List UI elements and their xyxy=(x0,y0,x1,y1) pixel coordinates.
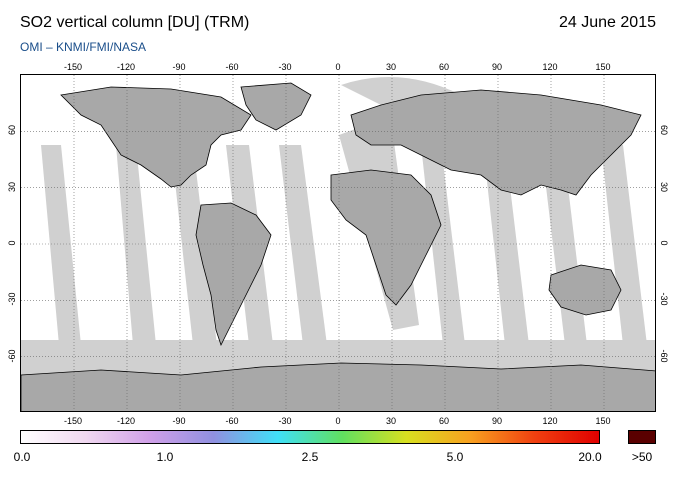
south-america xyxy=(195,202,272,347)
longitude-label: -90 xyxy=(172,62,186,72)
map-title: SO2 vertical column [DU] (TRM) xyxy=(20,14,250,31)
greenland xyxy=(240,82,312,131)
map-source: OMI – KNMI/FMI/NASA xyxy=(20,40,147,54)
longitude-label: -120 xyxy=(116,62,136,72)
latitude-label: 30 xyxy=(659,181,669,192)
longitude-label: -90 xyxy=(172,416,186,426)
latitude-label: 0 xyxy=(7,240,17,246)
longitude-label: -30 xyxy=(278,416,292,426)
latitude-label: 0 xyxy=(659,240,669,246)
colorbar-tick-label: 5.0 xyxy=(446,450,464,464)
longitude-label: -30 xyxy=(278,62,292,72)
map-date: 24 June 2015 xyxy=(559,14,656,31)
antarctica xyxy=(21,362,655,411)
no-data-swath xyxy=(279,145,327,345)
world-map xyxy=(20,74,656,412)
latitude-label: -30 xyxy=(7,292,17,306)
longitude-label: 0 xyxy=(335,62,341,72)
no-data-swath xyxy=(421,145,465,345)
latitude-label: -30 xyxy=(659,292,669,306)
latitude-label: -60 xyxy=(659,349,669,363)
no-data-swath xyxy=(41,145,81,345)
colorbar-tick-label: 1.0 xyxy=(156,450,174,464)
longitude-label: -150 xyxy=(63,416,83,426)
no-data-swath xyxy=(116,145,156,345)
colorbar-tick-label: 0.0 xyxy=(13,450,31,464)
colorbar xyxy=(20,430,600,444)
australia xyxy=(548,264,622,316)
colorbar-tick-label: 20.0 xyxy=(578,450,602,464)
latitude-label: 60 xyxy=(7,125,17,136)
colorbar-overflow xyxy=(628,430,656,444)
no-data-swath xyxy=(171,145,217,345)
longitude-label: 30 xyxy=(385,416,397,426)
africa xyxy=(330,169,442,306)
latitude-label: 30 xyxy=(7,181,17,192)
latitude-label: 60 xyxy=(659,125,669,136)
longitude-label: 60 xyxy=(438,62,450,72)
longitude-label: -150 xyxy=(63,62,83,72)
longitude-label: 150 xyxy=(595,62,611,72)
longitude-label: 60 xyxy=(438,416,450,426)
map-canvas xyxy=(21,75,655,411)
land-masses xyxy=(21,82,655,411)
colorbar-tick-label: 2.5 xyxy=(301,450,319,464)
longitude-label: -60 xyxy=(225,62,239,72)
longitude-label: 120 xyxy=(542,416,558,426)
longitude-label: -60 xyxy=(225,416,239,426)
longitude-label: 120 xyxy=(542,62,558,72)
north-america xyxy=(60,86,252,188)
no-data-swath xyxy=(483,145,529,345)
graticule xyxy=(21,75,655,411)
no-data-swath xyxy=(601,145,647,345)
longitude-label: 90 xyxy=(491,62,503,72)
longitude-label: 90 xyxy=(491,416,503,426)
eurasia xyxy=(350,89,642,196)
longitude-label: 30 xyxy=(385,62,397,72)
longitude-label: -120 xyxy=(116,416,136,426)
colorbar-overflow-label: >50 xyxy=(631,450,653,464)
latitude-label: -60 xyxy=(7,349,17,363)
longitude-label: 150 xyxy=(595,416,611,426)
longitude-label: 0 xyxy=(335,416,341,426)
